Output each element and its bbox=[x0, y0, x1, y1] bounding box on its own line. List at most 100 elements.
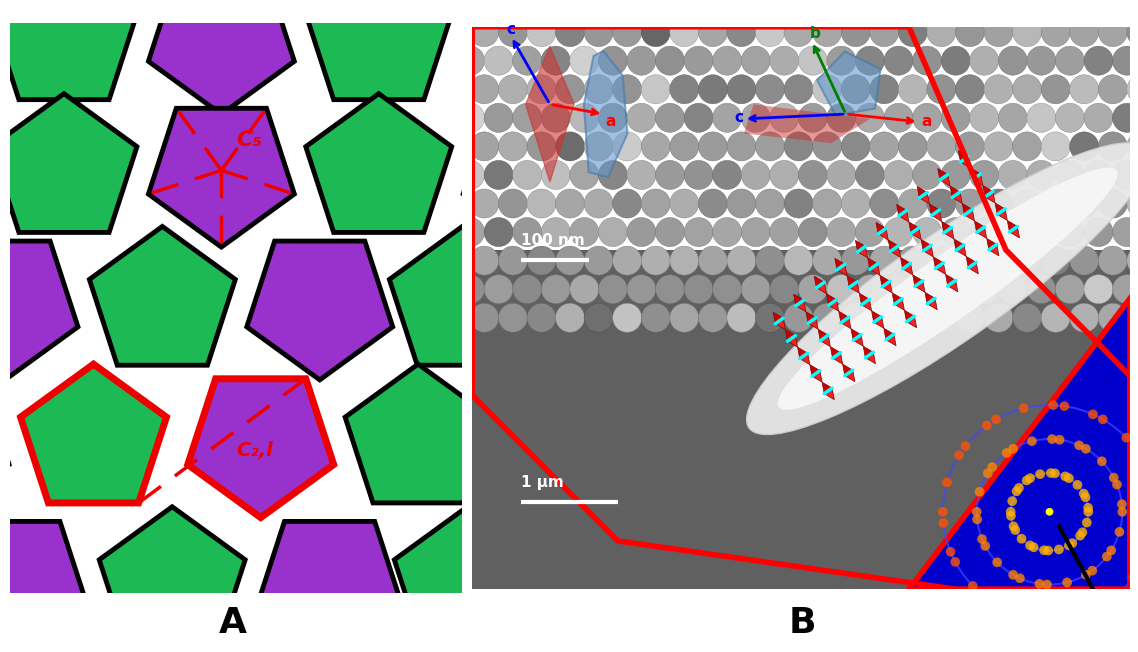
Circle shape bbox=[1113, 103, 1138, 132]
Circle shape bbox=[869, 246, 899, 275]
Circle shape bbox=[1106, 546, 1116, 556]
Circle shape bbox=[570, 0, 599, 18]
Circle shape bbox=[555, 132, 585, 161]
Circle shape bbox=[1088, 409, 1098, 419]
Circle shape bbox=[699, 246, 727, 275]
Circle shape bbox=[641, 246, 670, 275]
Polygon shape bbox=[987, 239, 997, 250]
Circle shape bbox=[998, 160, 1028, 190]
Circle shape bbox=[827, 46, 856, 75]
Circle shape bbox=[970, 218, 999, 246]
Circle shape bbox=[584, 303, 613, 333]
Circle shape bbox=[1070, 189, 1098, 218]
Circle shape bbox=[988, 462, 997, 472]
Circle shape bbox=[741, 160, 770, 190]
Circle shape bbox=[455, 218, 485, 246]
Polygon shape bbox=[899, 211, 909, 222]
Polygon shape bbox=[818, 329, 828, 341]
Polygon shape bbox=[950, 186, 960, 198]
Circle shape bbox=[799, 0, 827, 18]
Circle shape bbox=[498, 18, 527, 47]
Circle shape bbox=[956, 18, 984, 47]
Polygon shape bbox=[744, 104, 871, 143]
Circle shape bbox=[913, 0, 941, 18]
Circle shape bbox=[527, 75, 556, 104]
Circle shape bbox=[1006, 507, 1015, 516]
Text: 100 nm: 100 nm bbox=[521, 233, 585, 248]
Circle shape bbox=[1073, 480, 1082, 490]
Polygon shape bbox=[787, 336, 798, 347]
Polygon shape bbox=[880, 275, 890, 287]
Circle shape bbox=[498, 189, 527, 218]
Polygon shape bbox=[960, 156, 971, 168]
Polygon shape bbox=[816, 282, 826, 294]
Circle shape bbox=[1082, 518, 1091, 527]
Polygon shape bbox=[865, 352, 875, 364]
Circle shape bbox=[670, 18, 699, 47]
Circle shape bbox=[1098, 599, 1107, 609]
Polygon shape bbox=[900, 258, 910, 269]
Circle shape bbox=[570, 46, 599, 75]
Polygon shape bbox=[798, 347, 808, 359]
Circle shape bbox=[627, 46, 655, 75]
Polygon shape bbox=[917, 186, 927, 198]
Circle shape bbox=[769, 160, 799, 190]
Circle shape bbox=[455, 160, 485, 190]
Circle shape bbox=[513, 218, 542, 246]
Circle shape bbox=[727, 18, 756, 47]
Polygon shape bbox=[856, 241, 866, 252]
Circle shape bbox=[769, 218, 799, 246]
Circle shape bbox=[1025, 541, 1034, 550]
Polygon shape bbox=[851, 329, 861, 340]
Circle shape bbox=[1059, 401, 1070, 411]
Circle shape bbox=[470, 18, 498, 47]
Polygon shape bbox=[833, 353, 842, 364]
Circle shape bbox=[699, 75, 727, 104]
Circle shape bbox=[884, 103, 913, 132]
Circle shape bbox=[570, 160, 599, 190]
Circle shape bbox=[970, 160, 999, 190]
Circle shape bbox=[984, 189, 1013, 218]
Circle shape bbox=[1083, 507, 1094, 516]
Circle shape bbox=[1013, 75, 1041, 104]
Polygon shape bbox=[894, 299, 905, 310]
Polygon shape bbox=[909, 299, 1130, 589]
Circle shape bbox=[1078, 527, 1087, 537]
Circle shape bbox=[970, 103, 999, 132]
Circle shape bbox=[584, 75, 613, 104]
Circle shape bbox=[898, 18, 927, 47]
Polygon shape bbox=[890, 246, 900, 258]
Circle shape bbox=[527, 246, 556, 275]
Circle shape bbox=[984, 75, 1013, 104]
Polygon shape bbox=[854, 334, 864, 346]
Circle shape bbox=[913, 160, 941, 190]
Circle shape bbox=[712, 218, 742, 246]
Polygon shape bbox=[831, 347, 841, 358]
Circle shape bbox=[1098, 75, 1128, 104]
Text: a: a bbox=[922, 113, 932, 128]
Circle shape bbox=[727, 75, 756, 104]
Circle shape bbox=[784, 246, 813, 275]
Circle shape bbox=[484, 0, 513, 18]
Circle shape bbox=[712, 103, 742, 132]
Circle shape bbox=[1081, 570, 1090, 580]
Circle shape bbox=[699, 18, 727, 47]
Circle shape bbox=[1098, 18, 1128, 47]
Circle shape bbox=[1055, 46, 1085, 75]
Circle shape bbox=[527, 18, 556, 47]
Circle shape bbox=[991, 599, 1001, 609]
Circle shape bbox=[1055, 435, 1064, 445]
Circle shape bbox=[1070, 75, 1098, 104]
Circle shape bbox=[1011, 525, 1020, 535]
Circle shape bbox=[1034, 579, 1045, 589]
Polygon shape bbox=[879, 228, 889, 240]
Circle shape bbox=[627, 274, 655, 304]
Polygon shape bbox=[810, 364, 819, 376]
Circle shape bbox=[984, 246, 1013, 275]
Circle shape bbox=[998, 218, 1028, 246]
Circle shape bbox=[1085, 160, 1113, 190]
Polygon shape bbox=[973, 174, 983, 185]
Circle shape bbox=[484, 218, 513, 246]
Circle shape bbox=[442, 75, 470, 104]
Polygon shape bbox=[785, 330, 795, 341]
